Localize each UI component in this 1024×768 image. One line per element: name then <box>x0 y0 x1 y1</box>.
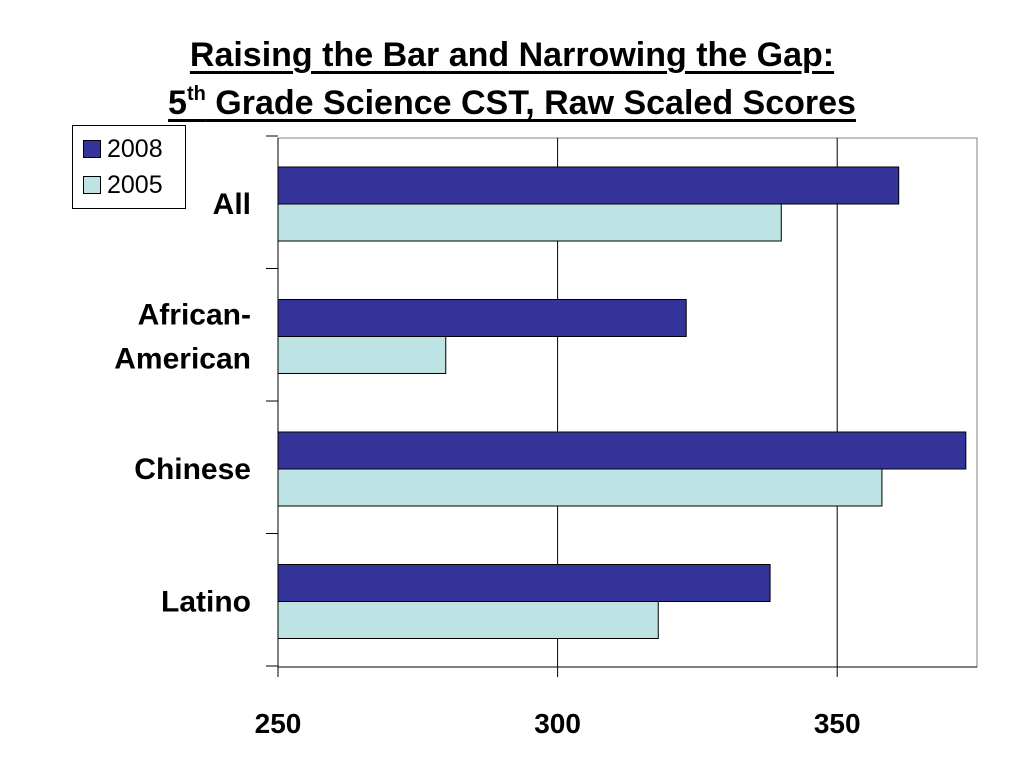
category-label-latino: Latino <box>161 586 251 619</box>
bar-chinese-2005 <box>277 468 883 507</box>
title-rest: Grade Science CST, Raw Scaled Scores <box>205 84 856 122</box>
bar-latino-2008 <box>277 564 771 602</box>
category-label-african-american-line-1: African- <box>138 299 251 332</box>
legend-item-2005: 2005 <box>83 170 163 200</box>
title-grade-suffix: th <box>186 83 206 105</box>
legend: 2008 2005 <box>72 125 186 209</box>
bar-african-american-2005 <box>277 336 447 374</box>
category-label-chinese: Chinese <box>134 453 251 486</box>
chart-title-line-1: Raising the Bar and Narrowing the Gap: <box>189 36 835 74</box>
legend-label-2008: 2008 <box>107 134 163 163</box>
x-tick-label-300: 300 <box>534 708 581 739</box>
x-tick-label-350: 350 <box>814 708 861 739</box>
legend-swatch-2008 <box>83 140 101 158</box>
legend-item-2008: 2008 <box>83 134 163 164</box>
bar-chinese-2008 <box>277 431 967 470</box>
legend-swatch-2005 <box>83 176 101 194</box>
x-tick-label-250: 250 <box>255 708 302 739</box>
title-grade-number: 5 <box>168 84 187 122</box>
chart-title-line-2: 5th Grade Science CST, Raw Scaled Scores <box>0 84 1024 123</box>
bar-african-american-2008 <box>277 299 687 337</box>
bar-latino-2005 <box>277 601 659 639</box>
bar-all-2005 <box>277 203 782 242</box>
legend-label-2005: 2005 <box>107 170 163 199</box>
category-label-all: All <box>213 188 251 221</box>
category-label-african-american-line-2: American <box>114 343 251 376</box>
bar-all-2008 <box>277 166 900 205</box>
